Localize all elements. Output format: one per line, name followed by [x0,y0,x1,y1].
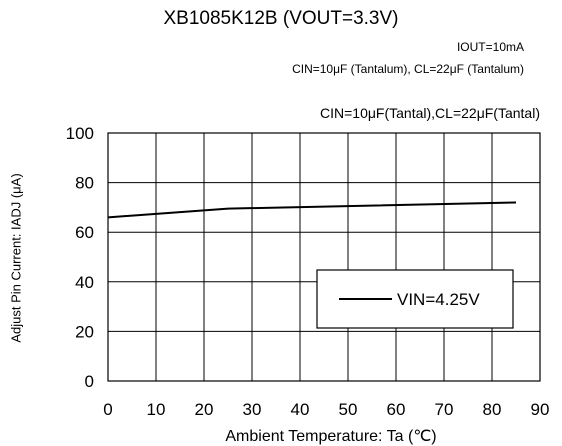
y-tick-label: 20 [75,322,94,341]
y-tick-label: 100 [66,124,94,143]
x-tick-label: 30 [243,400,262,419]
condition-capacitors-alt: CIN=10μF(Tantal),CL=22μF(Tantal) [320,105,540,121]
x-tick-label: 20 [195,400,214,419]
x-tick-label: 10 [147,400,166,419]
condition-iout: IOUT=10mA [456,40,524,54]
x-tick-label: 40 [291,400,310,419]
condition-capacitors: CIN=10μF (Tantalum), CL=22μF (Tantalum) [292,62,524,76]
x-tick-label: 60 [387,400,406,419]
y-axis-label: Adjust Pin Current: IADJ (μA) [8,173,24,343]
x-tick-label: 0 [103,400,112,419]
y-tick-label: 80 [75,174,94,193]
y-tick-label: 60 [75,223,94,242]
series-line [107,201,517,219]
chart-title: XB1085K12B (VOUT=3.3V) [163,8,399,29]
x-tick-label: 80 [483,400,502,419]
y-tick-label: 40 [75,273,94,292]
x-axis-label: Ambient Temperature: Ta (℃) [225,428,437,445]
x-tick-label: 50 [339,400,358,419]
y-tick-label: 0 [85,372,94,391]
x-tick-label: 70 [435,400,454,419]
plot-frame [107,132,541,382]
legend-label: VIN=4.25V [397,290,480,309]
x-tick-label: 90 [531,400,550,419]
